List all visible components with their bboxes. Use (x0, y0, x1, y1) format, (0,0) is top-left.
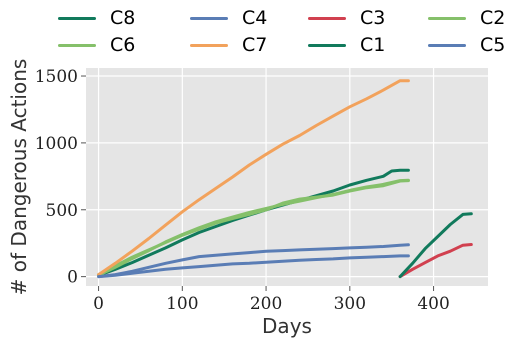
legend-label-c4: C4 (242, 7, 268, 29)
y-tick-labels: 0 500 1000 1500 (35, 67, 78, 288)
legend-label-c8: C8 (110, 7, 136, 29)
y-axis-label: # of Dangerous Actions (7, 59, 31, 296)
legend-swatch-c7 (190, 43, 228, 47)
legend-item-c8: C8 (58, 6, 135, 30)
legend-label-c1: C1 (360, 34, 386, 56)
series-line-c7 (97, 79, 410, 277)
legend-label-c7: C7 (242, 34, 268, 56)
x-axis-label: Days (262, 314, 312, 338)
legend-swatch-c3 (308, 16, 346, 20)
y-tick-label-1000: 1000 (35, 134, 78, 154)
series-line-c4 (97, 243, 410, 279)
legend-swatch-c8 (58, 16, 96, 20)
tick-marks (81, 75, 435, 291)
legend-item-c3: C3 (308, 6, 385, 30)
legend-item-c2: C2 (428, 6, 505, 30)
legend-item-c5: C5 (428, 33, 505, 57)
y-tick-label-0: 0 (67, 268, 78, 288)
legend-swatch-c4 (190, 16, 228, 20)
legend-swatch-c2 (428, 16, 466, 20)
legend-label-c5: C5 (480, 34, 506, 56)
x-tick-label-100: 100 (166, 294, 198, 314)
series-line-c1 (398, 212, 473, 279)
chart-legend: C8 C4 C3 C2 C6 C7 C1 C5 (0, 0, 507, 62)
y-tick-label-1500: 1500 (35, 67, 78, 87)
legend-swatch-c6 (58, 43, 96, 47)
legend-swatch-c1 (308, 43, 346, 47)
legend-label-c3: C3 (360, 7, 386, 29)
x-tick-label-300: 300 (334, 294, 366, 314)
series-line-c6 (97, 178, 410, 277)
legend-swatch-c5 (428, 43, 466, 47)
series-line-c3 (398, 243, 473, 279)
y-tick-label-500: 500 (46, 201, 78, 221)
x-tick-labels: 0 100 200 300 400 (93, 294, 450, 314)
legend-item-c7: C7 (190, 33, 267, 57)
series-lines (97, 79, 473, 279)
x-tick-label-0: 0 (93, 294, 104, 314)
legend-item-c4: C4 (190, 6, 267, 30)
legend-label-c6: C6 (110, 34, 136, 56)
series-line-c5 (97, 254, 410, 279)
x-tick-label-400: 400 (417, 294, 449, 314)
x-tick-label-200: 200 (250, 294, 282, 314)
legend-label-c2: C2 (480, 7, 506, 29)
legend-item-c1: C1 (308, 33, 385, 57)
legend-item-c6: C6 (58, 33, 135, 57)
